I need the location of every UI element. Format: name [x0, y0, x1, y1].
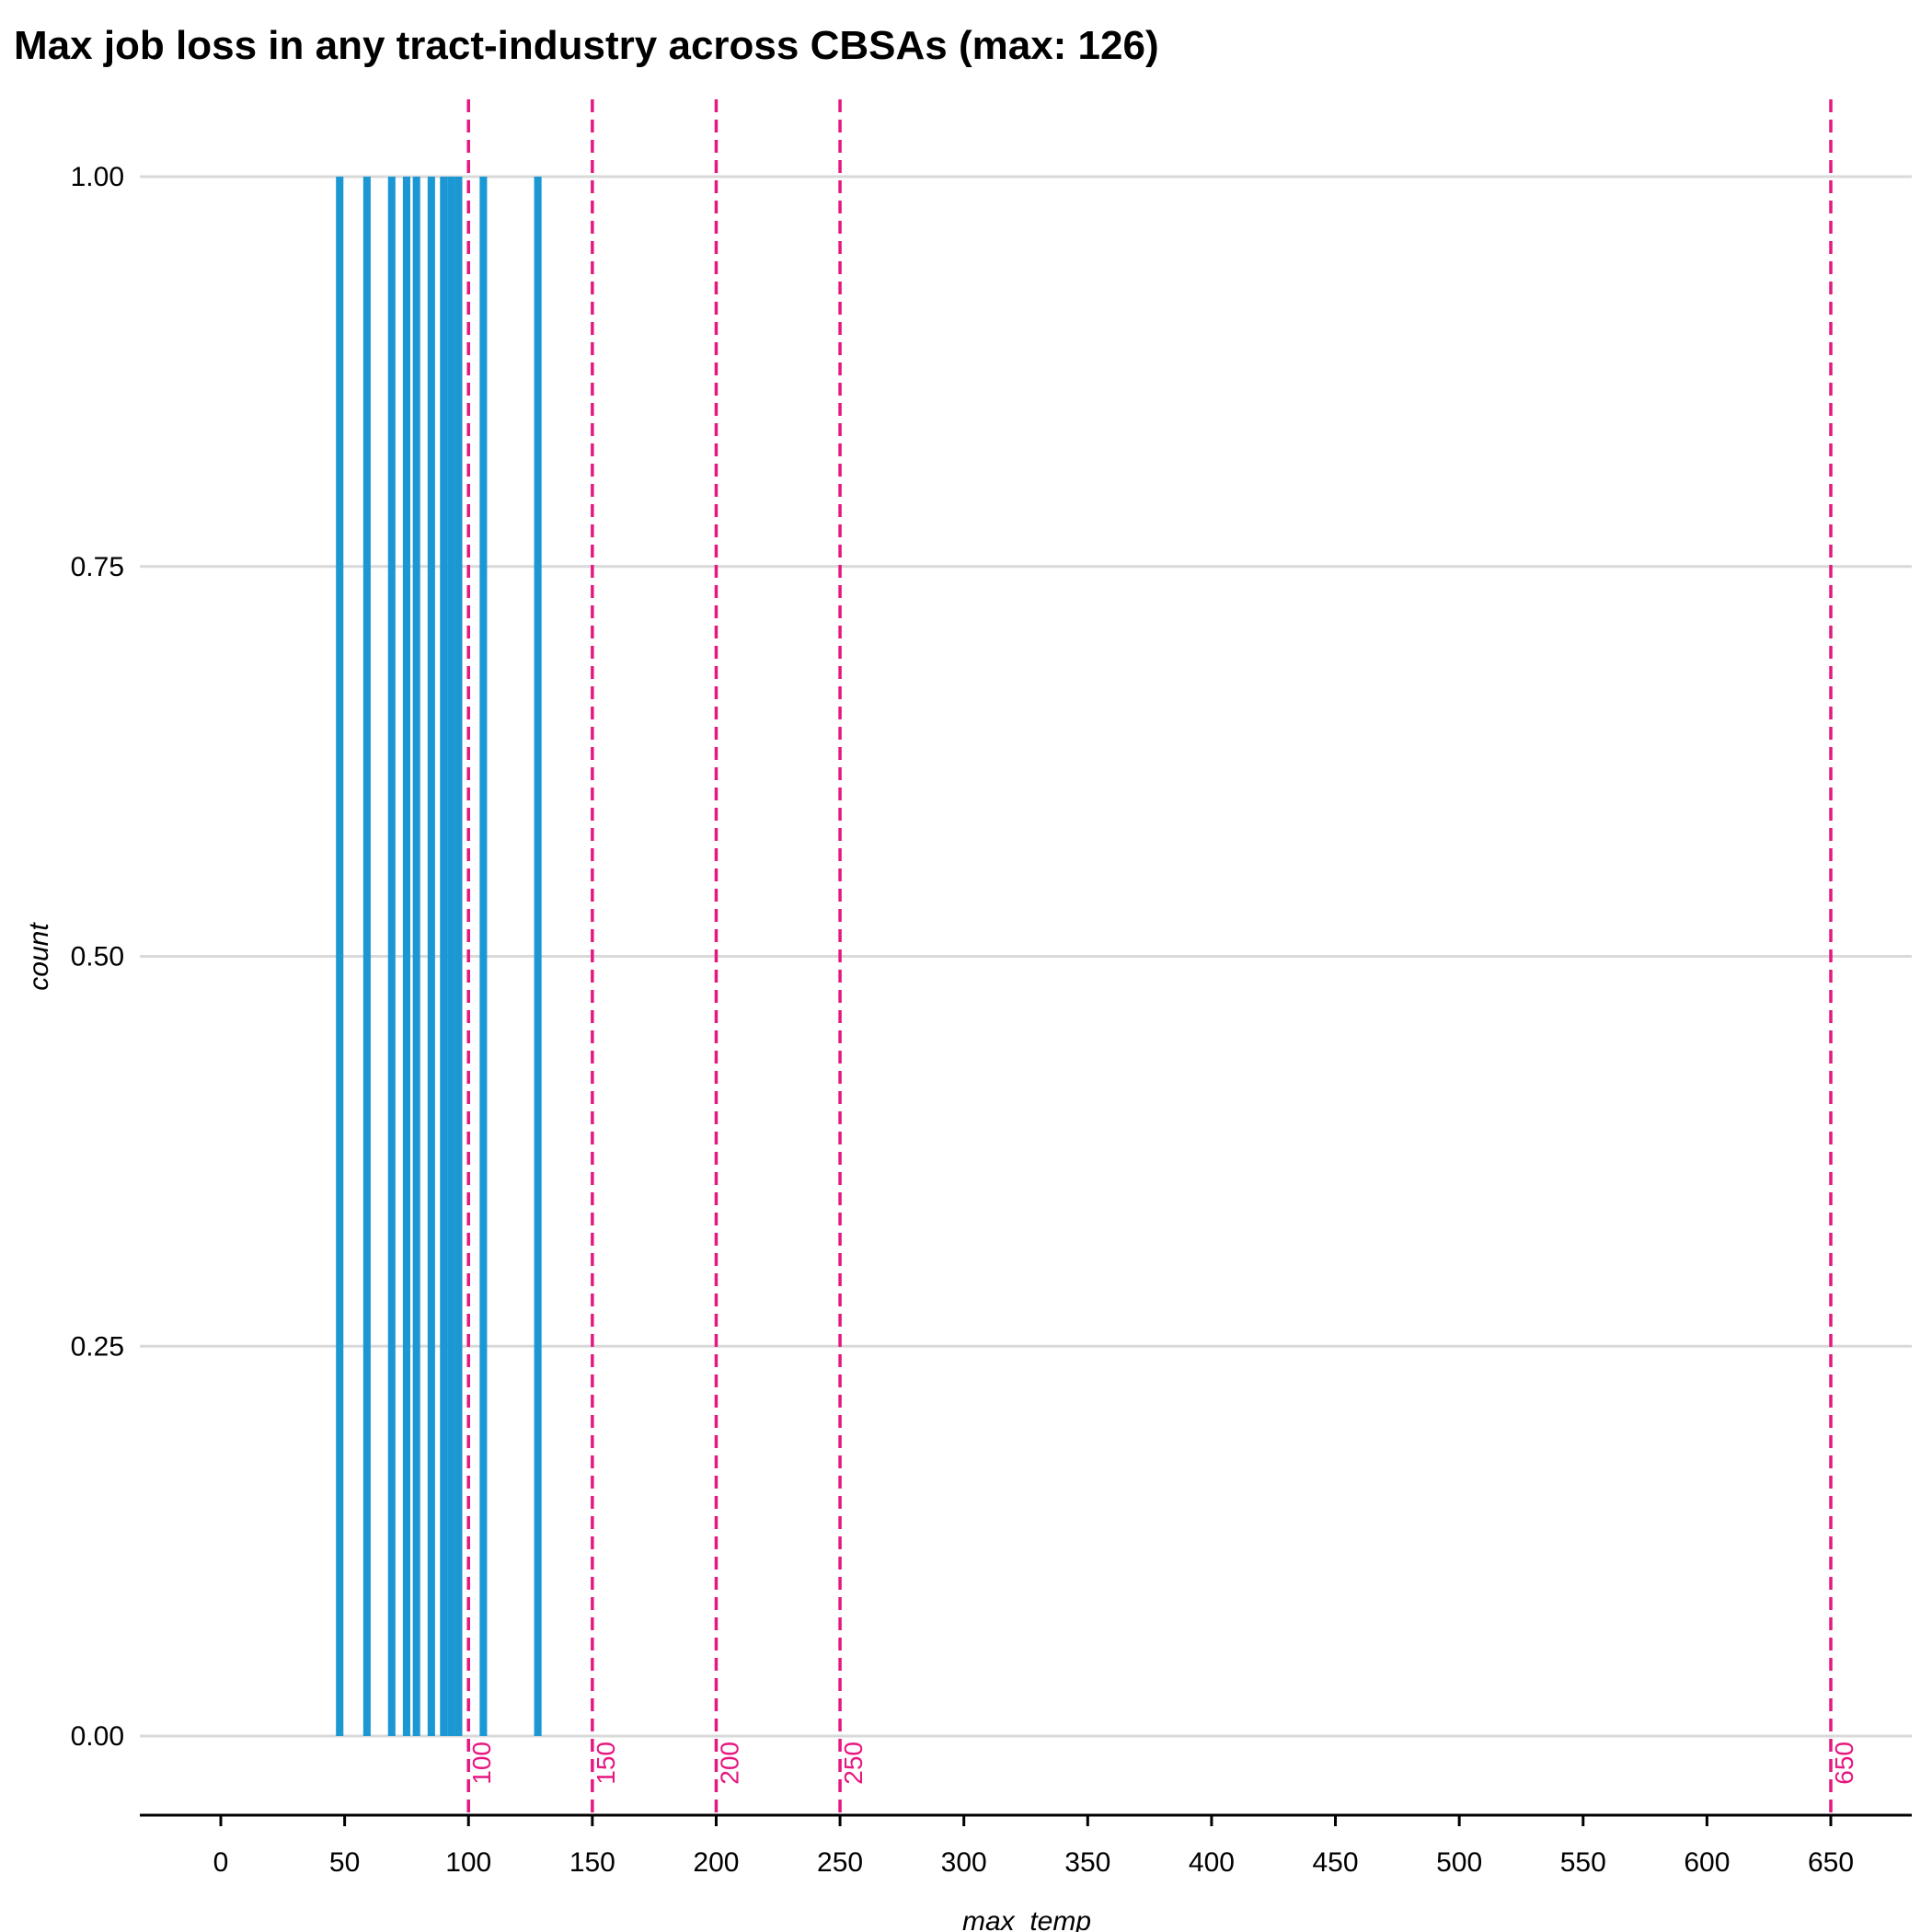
reference-line-label: 150 [592, 1742, 620, 1785]
histogram-bar [440, 177, 448, 1736]
histogram-bar [534, 177, 542, 1736]
x-tick-label: 500 [1436, 1847, 1482, 1878]
x-tick-label: 550 [1560, 1847, 1606, 1878]
y-axis: 0.00 0.25 0.50 0.75 1.00 [71, 162, 124, 1752]
x-tick-label: 100 [445, 1847, 491, 1878]
histogram-bar [479, 177, 488, 1736]
x-tick-label: 650 [1808, 1847, 1854, 1878]
histogram-bar [412, 177, 420, 1736]
histogram-bar [427, 177, 435, 1736]
histogram-bar [402, 177, 410, 1736]
x-tick-label: 300 [941, 1847, 987, 1878]
y-axis-title: count [24, 922, 54, 991]
x-tick-label: 0 [213, 1847, 229, 1878]
x-tick-label: 150 [569, 1847, 615, 1878]
histogram-bar [387, 177, 396, 1736]
y-tick-label: 0.50 [71, 942, 124, 972]
reference-lines: 100 150 200 250 650 [466, 99, 1858, 1815]
histogram-bar [447, 177, 455, 1736]
histogram-bar [336, 177, 344, 1736]
x-tick-label: 600 [1684, 1847, 1730, 1878]
gridlines [140, 175, 1912, 1738]
x-tick-label: 50 [329, 1847, 360, 1878]
reference-line-label: 200 [715, 1742, 743, 1785]
y-tick-label: 0.25 [71, 1331, 124, 1362]
x-tick-label: 200 [693, 1847, 739, 1878]
y-tick-label: 0.75 [71, 552, 124, 582]
bars [336, 177, 542, 1736]
x-tick-label: 450 [1313, 1847, 1359, 1878]
reference-line-label: 650 [1830, 1742, 1858, 1785]
y-tick-label: 1.00 [71, 162, 124, 192]
histogram-bar [362, 177, 371, 1736]
x-tick-label: 250 [817, 1847, 863, 1878]
x-axis-title: max_temp [962, 1906, 1091, 1932]
x-axis: 0 50 100 150 200 250 300 350 400 450 500 550 600 650 [140, 1813, 1912, 1878]
y-tick-label: 0.00 [71, 1721, 124, 1752]
reference-line-label: 100 [467, 1742, 496, 1785]
chart-title: Max job loss in any tract-industry acros… [14, 23, 1159, 68]
reference-line-label: 250 [839, 1742, 868, 1785]
x-tick-label: 400 [1189, 1847, 1235, 1878]
x-tick-label: 350 [1064, 1847, 1110, 1878]
histogram-bar [454, 177, 463, 1736]
